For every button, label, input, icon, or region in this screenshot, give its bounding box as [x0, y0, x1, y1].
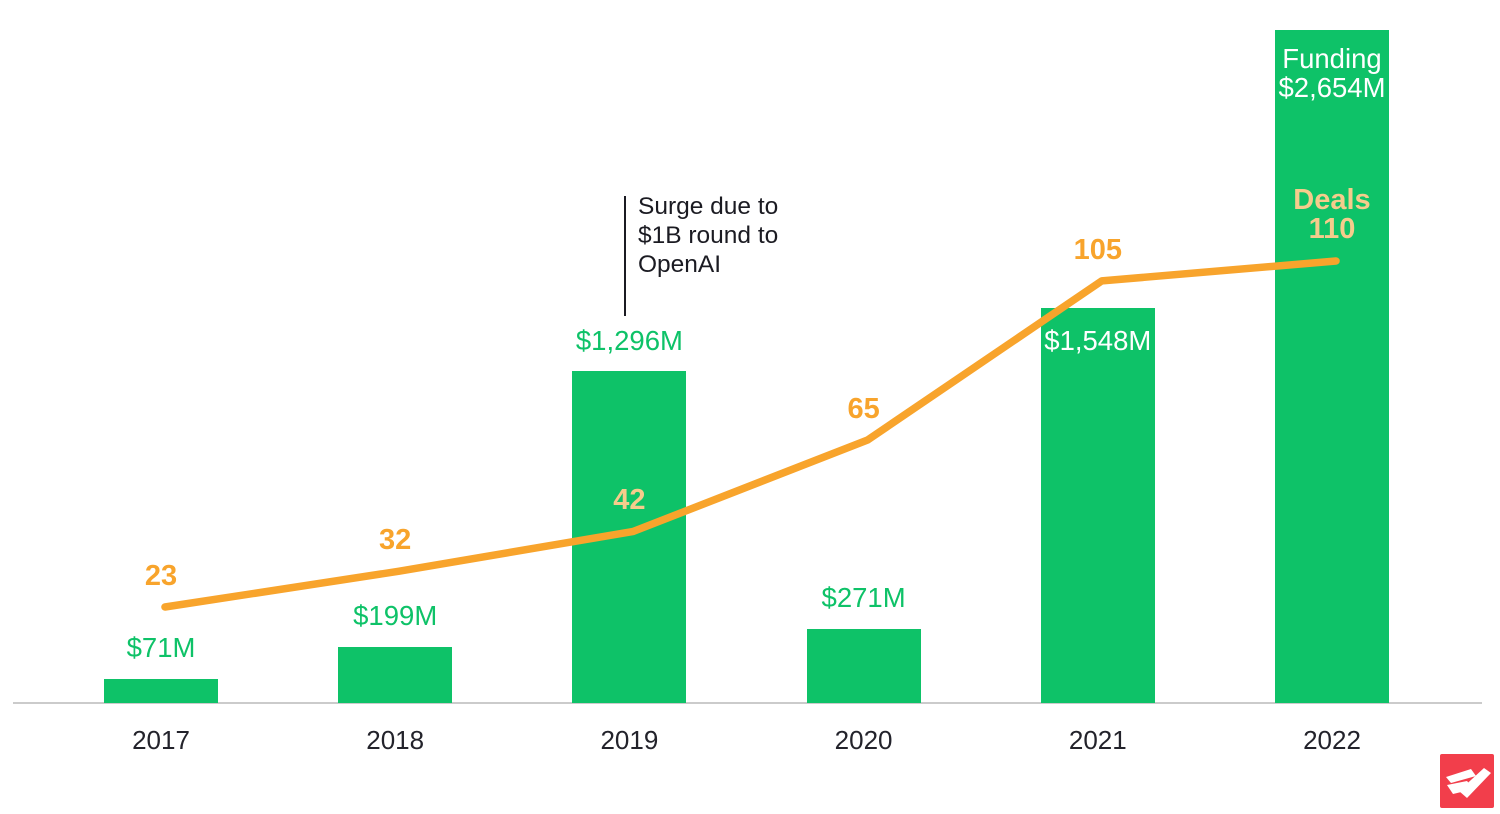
swift-bird-logo-svg	[1440, 754, 1494, 808]
deals-series-title: Deals	[1293, 184, 1371, 216]
funding-label-2019: $1,296M	[575, 324, 683, 356]
funding-bar-2017	[104, 678, 218, 703]
funding-bar-2022	[1275, 30, 1389, 703]
x-axis-tick-2021: 2021	[1068, 725, 1127, 755]
deals-label-2019: 42	[613, 484, 646, 517]
funding-series-title: Funding	[1282, 43, 1382, 75]
x-axis-tick-2020: 2020	[834, 725, 893, 755]
x-axis-tick-2018: 2018	[366, 725, 425, 755]
funding-label-2018: $199M	[353, 600, 438, 632]
x-axis-tick-2022: 2022	[1303, 725, 1361, 755]
x-axis-line	[13, 702, 1482, 704]
funding-label-2021: $1,548M	[1044, 324, 1152, 356]
deals-label-2020: 65	[847, 392, 880, 425]
annotation-callout-line	[624, 196, 626, 316]
deals-label-2021: 105	[1073, 233, 1122, 266]
deals-label-2018: 32	[379, 524, 412, 557]
deals-value: 110	[1308, 213, 1356, 245]
funding-label-2022: Funding $2,654M	[1278, 44, 1385, 102]
funding-value: $2,654M	[1278, 72, 1386, 104]
deals-line	[161, 257, 1340, 611]
funding-bar-2018	[338, 646, 453, 703]
funding-bar-2019	[572, 371, 687, 703]
funding-bar-2021	[1040, 307, 1155, 703]
funding-bar-2020	[806, 628, 921, 703]
annotation-text: Surge due to $1B round to OpenAI	[638, 193, 779, 278]
funding-label-2020: $271M	[821, 582, 906, 614]
deals-label-2017: 23	[144, 560, 178, 592]
funding-label-2017: $71M	[126, 632, 196, 664]
deals-label-2022: Deals 110	[1293, 186, 1370, 244]
swift-bird-logo	[1440, 754, 1494, 808]
x-axis-tick-2019: 2019	[600, 725, 659, 755]
x-axis-tick-2017: 2017	[132, 725, 190, 755]
swift-bird-icon	[1446, 768, 1491, 798]
